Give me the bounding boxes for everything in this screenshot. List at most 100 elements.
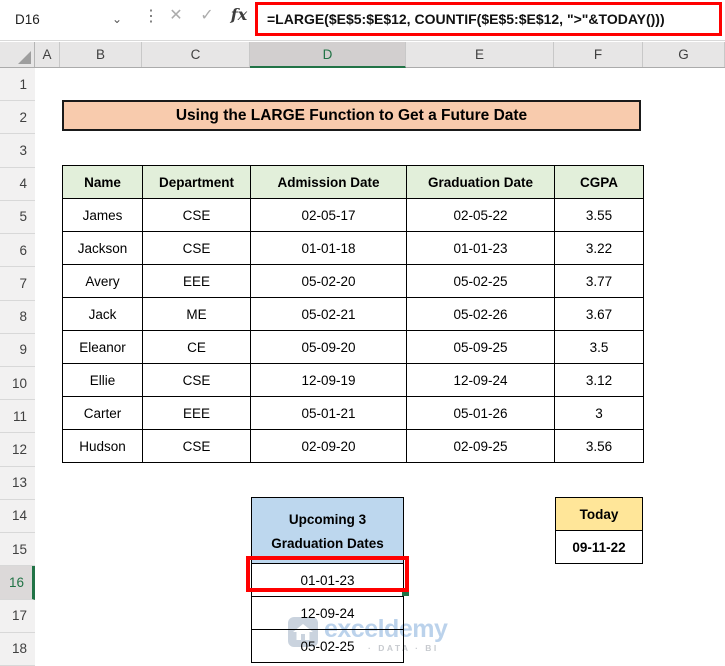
table-cell-name[interactable]: Hudson bbox=[62, 429, 143, 463]
table-cell-cgpa[interactable]: 3.77 bbox=[554, 264, 644, 298]
upcoming-title-line2: Graduation Dates bbox=[271, 535, 384, 551]
table-row: Eleanor CE 05-09-20 05-09-25 3.5 bbox=[62, 330, 644, 364]
row-header-11[interactable]: 11 bbox=[0, 400, 35, 434]
table-cell-admission[interactable]: 02-09-20 bbox=[250, 429, 407, 463]
column-header-G[interactable]: G bbox=[643, 42, 725, 67]
table-header-cell[interactable]: Admission Date bbox=[250, 165, 407, 199]
students-table: Name Department Admission Date Graduation D… bbox=[62, 165, 644, 463]
table-cell-graduation[interactable]: 05-02-26 bbox=[406, 297, 555, 331]
column-header-F[interactable]: F bbox=[554, 42, 643, 67]
insert-function-icon[interactable]: fx bbox=[230, 5, 248, 24]
upcoming-date-cell[interactable]: 05-02-25 bbox=[251, 629, 404, 663]
row-header-15[interactable]: 15 bbox=[0, 533, 35, 567]
table-cell-cgpa[interactable]: 3.56 bbox=[554, 429, 644, 463]
fill-handle[interactable] bbox=[402, 589, 409, 596]
row-header-13[interactable]: 13 bbox=[0, 466, 35, 500]
table-cell-graduation[interactable]: 02-09-25 bbox=[406, 429, 555, 463]
table-cell-admission[interactable]: 05-01-21 bbox=[250, 396, 407, 430]
upcoming-date-cell[interactable]: 12-09-24 bbox=[251, 596, 404, 630]
today-table: Today 09-11-22 bbox=[555, 497, 643, 564]
row-header-3[interactable]: 3 bbox=[0, 134, 35, 168]
table-cell-name[interactable]: Ellie bbox=[62, 363, 143, 397]
row-header-18[interactable]: 18 bbox=[0, 632, 35, 666]
formula-text: =LARGE($E$5:$E$12, COUNTIF($E$5:$E$12, "… bbox=[267, 11, 665, 27]
table-row: Ellie CSE 12-09-19 12-09-24 3.12 bbox=[62, 363, 644, 397]
row-header-9[interactable]: 9 bbox=[0, 333, 35, 367]
table-cell-graduation[interactable]: 02-05-22 bbox=[406, 198, 555, 232]
table-cell-name[interactable]: James bbox=[62, 198, 143, 232]
table-cell-admission[interactable]: 02-05-17 bbox=[250, 198, 407, 232]
chevron-down-icon[interactable]: ⌄ bbox=[111, 12, 122, 26]
table-cell-department[interactable]: CSE bbox=[142, 231, 251, 265]
grip-dots-icon[interactable]: ⋮ bbox=[143, 8, 159, 25]
table-cell-name[interactable]: Jackson bbox=[62, 231, 143, 265]
row-header-16[interactable]: 16 bbox=[0, 566, 35, 600]
column-header-A[interactable]: A bbox=[35, 42, 60, 67]
selected-cell-highlight[interactable] bbox=[246, 556, 409, 592]
name-box[interactable]: D16 ⌄ bbox=[4, 4, 130, 35]
table-cell-department[interactable]: CSE bbox=[142, 198, 251, 232]
table-cell-graduation[interactable]: 05-09-25 bbox=[406, 330, 555, 364]
row-header-10[interactable]: 10 bbox=[0, 367, 35, 401]
table-cell-name[interactable]: Jack bbox=[62, 297, 143, 331]
column-header-B[interactable]: B bbox=[60, 42, 142, 67]
row-header-12[interactable]: 12 bbox=[0, 433, 35, 467]
table-row: James CSE 02-05-17 02-05-22 3.55 bbox=[62, 198, 644, 232]
formula-bar[interactable]: =LARGE($E$5:$E$12, COUNTIF($E$5:$E$12, "… bbox=[255, 2, 722, 36]
page-title: Using the LARGE Function to Get a Future… bbox=[175, 106, 528, 124]
table-cell-department[interactable]: CSE bbox=[142, 363, 251, 397]
enter-icon[interactable]: ✓ bbox=[200, 7, 214, 24]
table-row: Jack ME 05-02-21 05-02-26 3.67 bbox=[62, 297, 644, 331]
table-cell-admission[interactable]: 05-02-21 bbox=[250, 297, 407, 331]
row-header-14[interactable]: 14 bbox=[0, 499, 35, 534]
row-header-4[interactable]: 4 bbox=[0, 167, 35, 201]
table-cell-admission[interactable]: 05-09-20 bbox=[250, 330, 407, 364]
table-cell-graduation[interactable]: 01-01-23 bbox=[406, 231, 555, 265]
row-header-6[interactable]: 6 bbox=[0, 234, 35, 268]
table-header-cell[interactable]: Department bbox=[142, 165, 251, 199]
column-header-D[interactable]: D bbox=[250, 42, 406, 68]
table-cell-cgpa[interactable]: 3.22 bbox=[554, 231, 644, 265]
table-row: Avery EEE 05-02-20 05-02-25 3.77 bbox=[62, 264, 644, 298]
table-cell-name[interactable]: Eleanor bbox=[62, 330, 143, 364]
upcoming-header-cell[interactable]: Upcoming 3 Graduation Dates bbox=[251, 497, 404, 564]
row-header-17[interactable]: 17 bbox=[0, 599, 35, 633]
column-header-C[interactable]: C bbox=[142, 42, 250, 67]
table-cell-cgpa[interactable]: 3.55 bbox=[554, 198, 644, 232]
today-header-cell[interactable]: Today bbox=[555, 497, 643, 531]
today-value-cell[interactable]: 09-11-22 bbox=[555, 530, 643, 564]
table-cell-department[interactable]: EEE bbox=[142, 396, 251, 430]
table-cell-department[interactable]: ME bbox=[142, 297, 251, 331]
row-header-2[interactable]: 2 bbox=[0, 101, 35, 135]
sheet-area[interactable]: exceldemy · DATA · BI Using the LARGE Fu… bbox=[35, 68, 725, 666]
select-all-corner[interactable] bbox=[0, 42, 35, 67]
table-cell-cgpa[interactable]: 3 bbox=[554, 396, 644, 430]
table-cell-department[interactable]: CSE bbox=[142, 429, 251, 463]
row-header-5[interactable]: 5 bbox=[0, 200, 35, 235]
table-cell-department[interactable]: EEE bbox=[142, 264, 251, 298]
row-header-8[interactable]: 8 bbox=[0, 300, 35, 334]
cancel-icon[interactable]: ✕ bbox=[169, 7, 183, 24]
table-cell-graduation[interactable]: 05-02-25 bbox=[406, 264, 555, 298]
table-cell-name[interactable]: Avery bbox=[62, 264, 143, 298]
table-cell-department[interactable]: CE bbox=[142, 330, 251, 364]
row-header-7[interactable]: 7 bbox=[0, 267, 35, 301]
table-header-cell[interactable]: CGPA bbox=[554, 165, 644, 199]
table-cell-admission[interactable]: 05-02-20 bbox=[250, 264, 407, 298]
table-header-row: Name Department Admission Date Graduation D… bbox=[62, 165, 644, 199]
row-header-1[interactable]: 1 bbox=[0, 68, 35, 102]
table-header-cell[interactable]: Graduation Date bbox=[406, 165, 555, 199]
table-cell-cgpa[interactable]: 3.12 bbox=[554, 363, 644, 397]
table-cell-cgpa[interactable]: 3.5 bbox=[554, 330, 644, 364]
table-cell-admission[interactable]: 01-01-18 bbox=[250, 231, 407, 265]
table-header-cell[interactable]: Name bbox=[62, 165, 143, 199]
table-cell-graduation[interactable]: 05-01-26 bbox=[406, 396, 555, 430]
column-header-E[interactable]: E bbox=[406, 42, 554, 67]
table-cell-cgpa[interactable]: 3.67 bbox=[554, 297, 644, 331]
table-cell-graduation[interactable]: 12-09-24 bbox=[406, 363, 555, 397]
title-banner: Using the LARGE Function to Get a Future… bbox=[62, 100, 641, 131]
table-cell-name[interactable]: Carter bbox=[62, 396, 143, 430]
table-cell-admission[interactable]: 12-09-19 bbox=[250, 363, 407, 397]
